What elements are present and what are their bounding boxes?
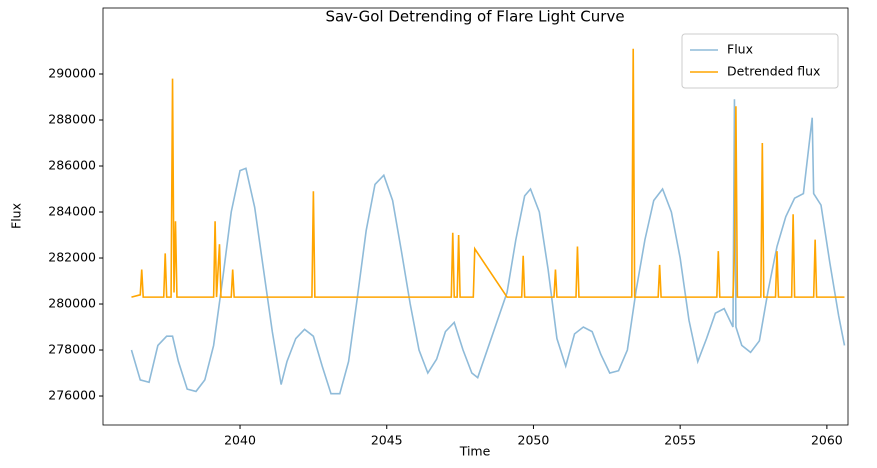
y-tick-label: 282000 bbox=[48, 250, 96, 265]
y-tick-label: 290000 bbox=[48, 66, 96, 81]
y-axis-label: Flux bbox=[9, 203, 24, 229]
x-tick-label: 2045 bbox=[371, 433, 403, 448]
plot-frame bbox=[102, 7, 849, 426]
legend-box bbox=[681, 33, 839, 89]
legend-label: Flux bbox=[727, 42, 753, 57]
data-line bbox=[130, 99, 846, 395]
x-tick-label: 2050 bbox=[518, 433, 550, 448]
y-tick-label: 288000 bbox=[48, 112, 96, 127]
y-tick-label: 278000 bbox=[48, 342, 96, 357]
y-tick-label: 284000 bbox=[48, 204, 96, 219]
data-line bbox=[131, 48, 845, 298]
y-tick-label: 280000 bbox=[48, 296, 96, 311]
chart-title: Sav-Gol Detrending of Flare Light Curve bbox=[325, 8, 624, 26]
x-axis-label: Time bbox=[459, 444, 491, 459]
x-tick-label: 2060 bbox=[811, 433, 843, 448]
y-tick-label: 286000 bbox=[48, 158, 96, 173]
x-tick-label: 2055 bbox=[664, 433, 696, 448]
y-tick-label: 276000 bbox=[48, 388, 96, 403]
legend-label: Detrended flux bbox=[727, 64, 820, 79]
x-tick-label: 2040 bbox=[224, 433, 256, 448]
